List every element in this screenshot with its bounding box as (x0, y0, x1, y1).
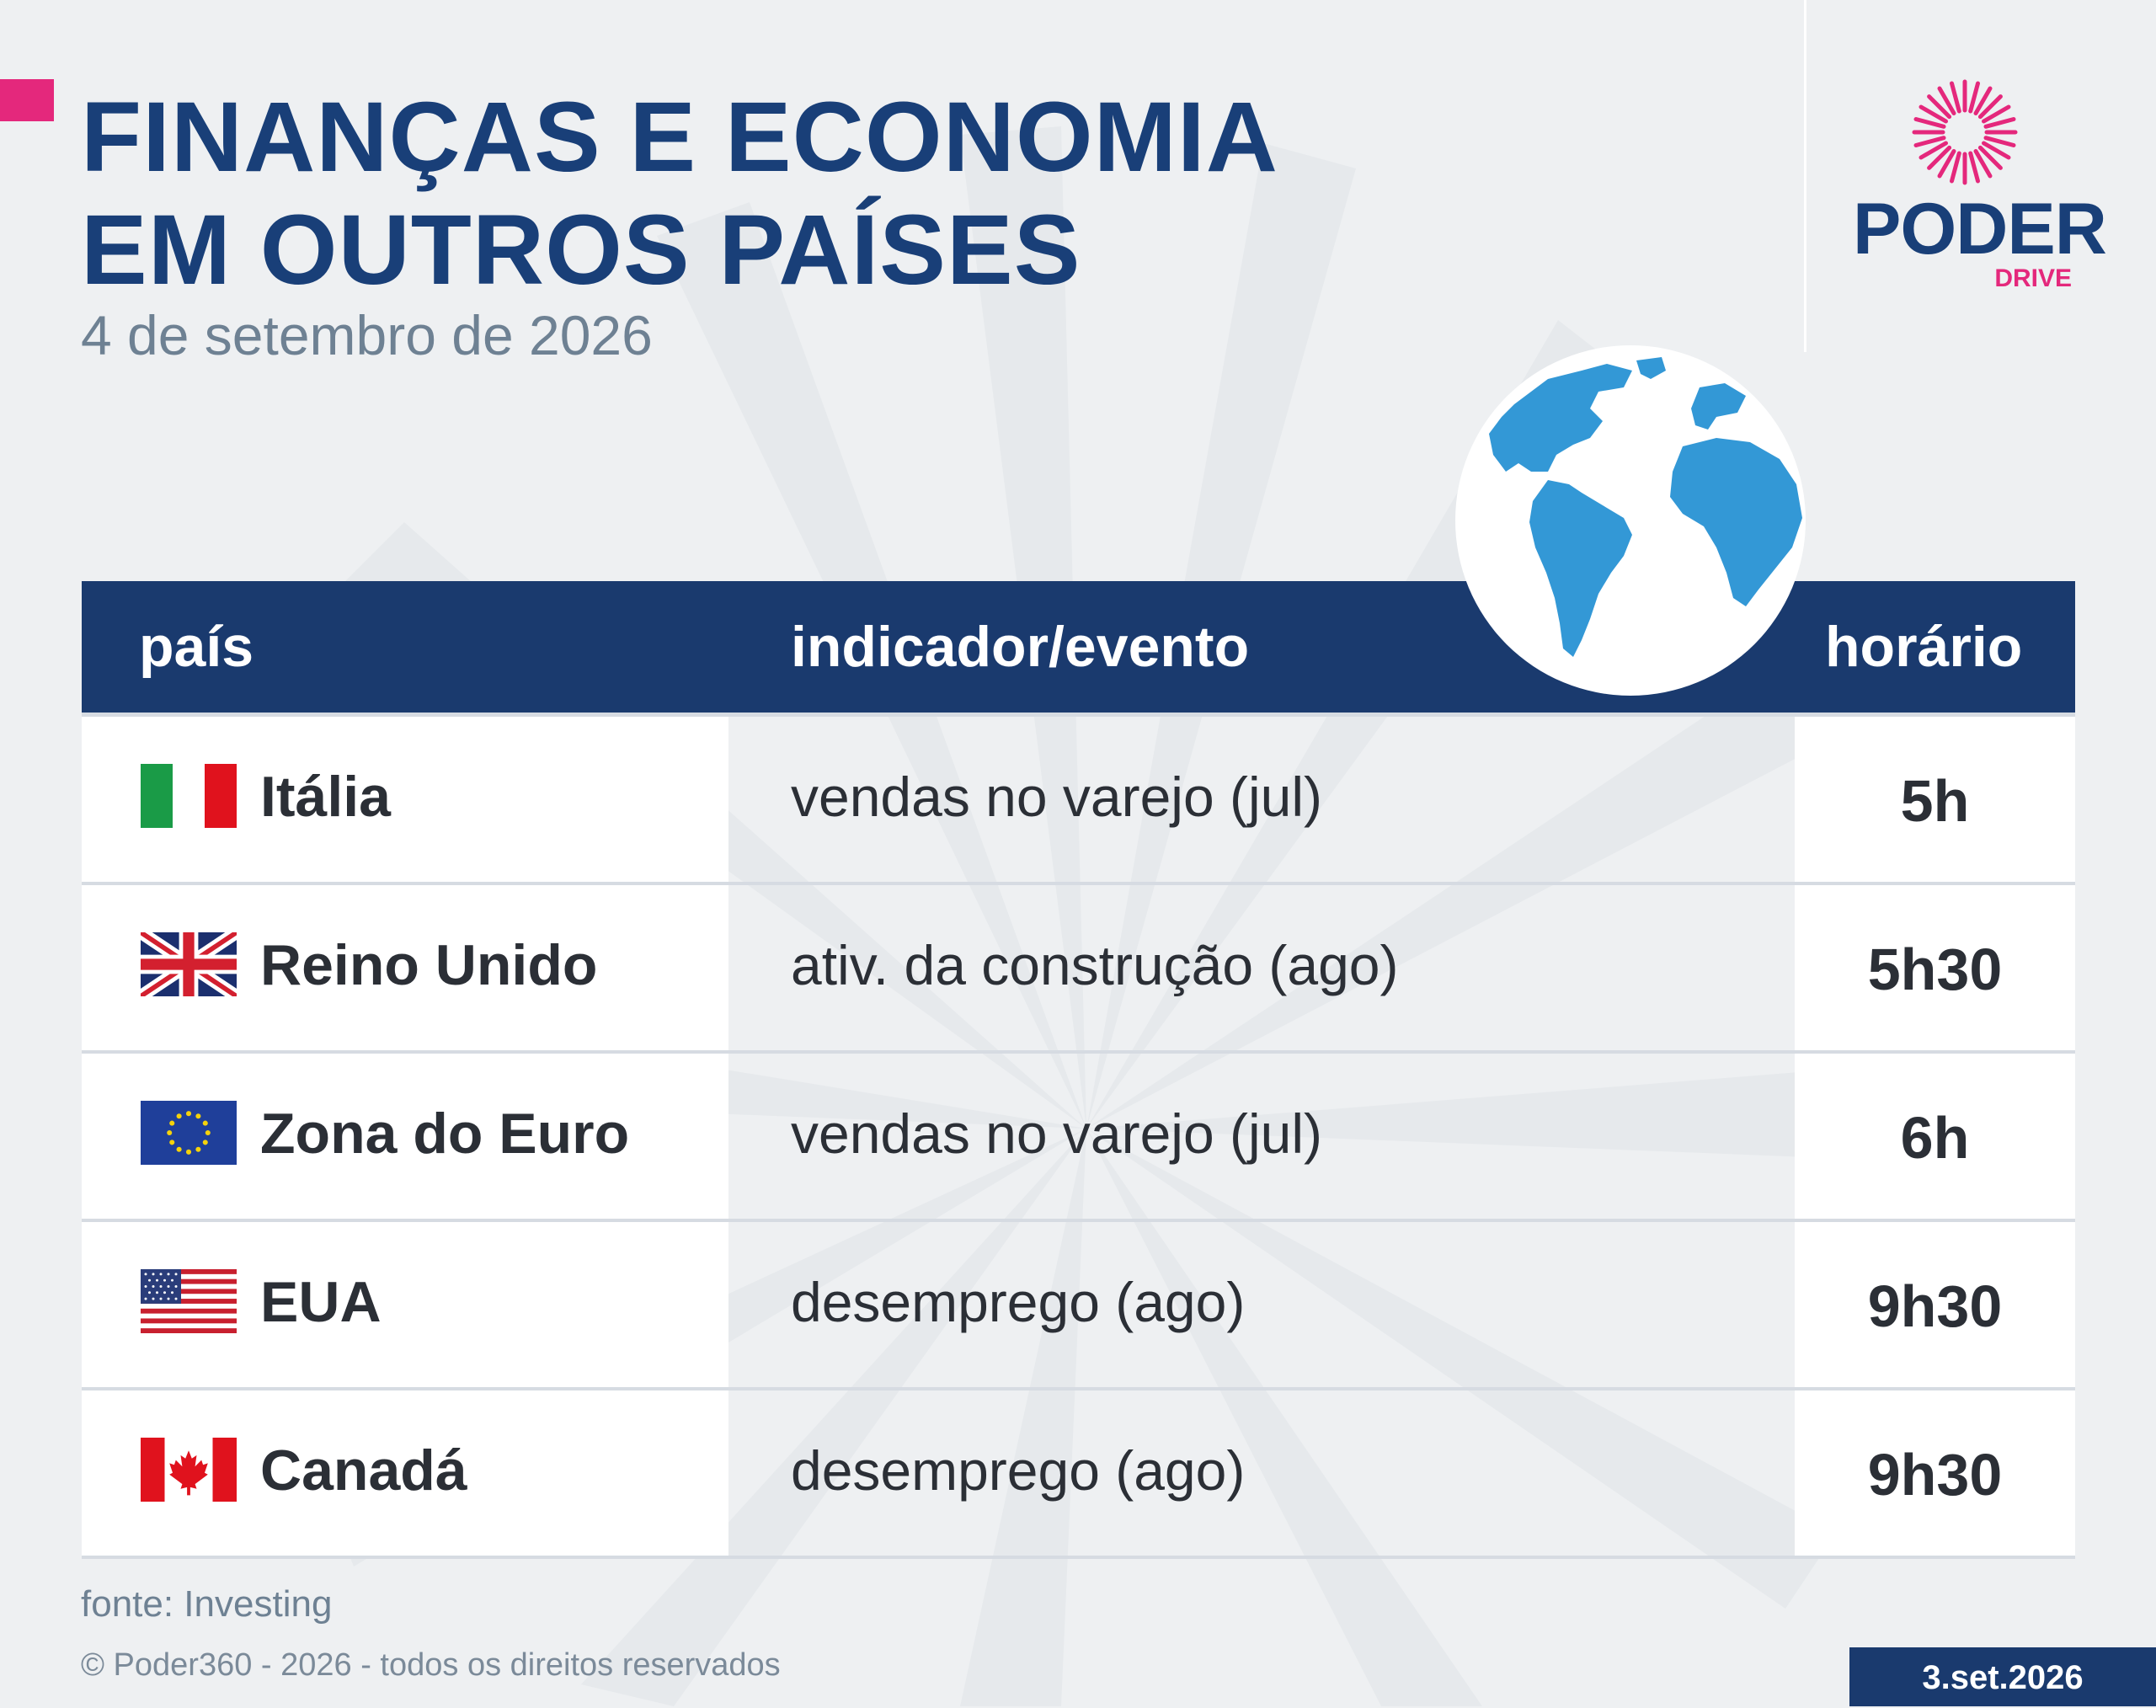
country-cell: Zona do Euro (82, 1054, 728, 1219)
event-cell: vendas no varejo (jul) (728, 717, 1795, 882)
header-divider (1804, 0, 1806, 352)
header-event: indicador/evento (791, 615, 1250, 679)
time-cell: 5h (1795, 717, 2075, 882)
event-cell: ativ. da construção (ago) (728, 885, 1795, 1050)
event-cell: desemprego (ago) (728, 1390, 1795, 1556)
title-line-1: FINANÇAS E ECONOMIA (81, 82, 1278, 193)
time-text: 9h30 (1867, 1442, 2003, 1508)
country-name: Reino Unido (260, 933, 598, 997)
time-cell: 5h30 (1795, 885, 2075, 1050)
table-row: EUA desemprego (ago) 9h30 (82, 1222, 2075, 1390)
page-subtitle-date: 4 de setembro de 2026 (81, 304, 653, 366)
time-text: 5h30 (1867, 937, 2003, 1002)
page-title: FINANÇAS E ECONOMIA EM OUTROS PAÍSES (81, 81, 1278, 307)
eu-flag-icon (141, 1101, 237, 1165)
country-name: Zona do Euro (260, 1102, 630, 1166)
globe-icon (1455, 345, 1806, 696)
poder-drive-logo: PODER DRIVE (1843, 77, 2107, 296)
country-cell: Canadá (82, 1390, 728, 1556)
time-text: 9h30 (1867, 1273, 2003, 1339)
event-text: desemprego (ago) (791, 1439, 1246, 1502)
event-cell: desemprego (ago) (728, 1222, 1795, 1387)
event-cell: vendas no varejo (jul) (728, 1054, 1795, 1219)
event-text: vendas no varejo (jul) (791, 766, 1322, 828)
country-cell: Itália (82, 717, 728, 882)
title-line-2: EM OUTROS PAÍSES (81, 195, 1081, 306)
event-text: vendas no varejo (jul) (791, 1102, 1322, 1165)
time-text: 6h (1900, 1105, 1970, 1171)
time-text: 5h (1900, 768, 1970, 834)
table-row: Canadá desemprego (ago) 9h30 (82, 1390, 2075, 1559)
country-name: Canadá (260, 1438, 467, 1503)
canada-flag-icon (141, 1438, 237, 1502)
italy-flag-icon (141, 764, 237, 828)
country-name: Itália (260, 765, 391, 829)
event-text: ativ. da construção (ago) (791, 934, 1399, 996)
sunburst-logo-icon (1912, 79, 2018, 185)
date-badge: 3.set.2026 (1849, 1647, 2156, 1706)
event-text: desemprego (ago) (791, 1271, 1246, 1333)
usa-flag-icon (141, 1269, 237, 1333)
table-row: Reino Unido ativ. da construção (ago) 5h… (82, 885, 2075, 1054)
events-table: país indicador/evento horário Itália ven… (82, 581, 2075, 1559)
uk-flag-icon (141, 932, 237, 996)
source-note: fonte: Investing (81, 1583, 333, 1625)
time-cell: 9h30 (1795, 1390, 2075, 1556)
copyright-note: © Poder360 - 2026 - todos os direitos re… (81, 1647, 781, 1683)
country-cell: Reino Unido (82, 885, 728, 1050)
header-time: horário (1825, 615, 2023, 679)
accent-bar (0, 79, 54, 121)
header-country: país (139, 615, 254, 679)
logo-wordmark: PODER (1853, 189, 2107, 270)
table-row: Itália vendas no varejo (jul) 5h (82, 717, 2075, 885)
country-cell: EUA (82, 1222, 728, 1387)
country-name: EUA (260, 1270, 382, 1334)
time-cell: 6h (1795, 1054, 2075, 1219)
time-cell: 9h30 (1795, 1222, 2075, 1387)
table-row: Zona do Euro vendas no varejo (jul) 6h (82, 1054, 2075, 1222)
logo-subtitle: DRIVE (1994, 264, 2072, 292)
